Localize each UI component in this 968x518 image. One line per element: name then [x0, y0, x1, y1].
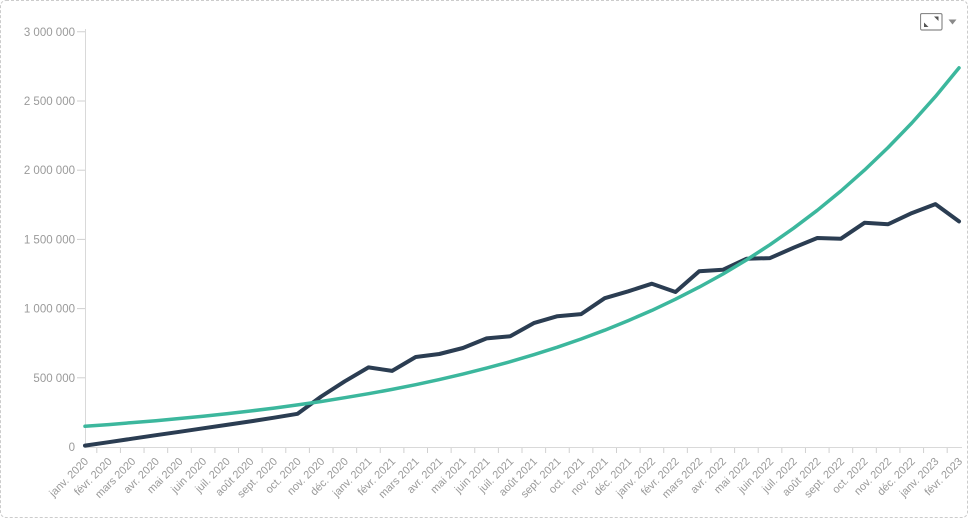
y-axis-label: 2 500 000 — [24, 96, 75, 108]
dark-line-series — [83, 202, 961, 448]
expand-icon — [920, 13, 943, 31]
y-axis-label: 1 500 000 — [24, 234, 75, 246]
dropdown-caret-icon — [948, 19, 957, 25]
y-axis-label: 500 000 — [33, 373, 75, 385]
y-axis-label: 2 000 000 — [24, 165, 75, 177]
y-axis-label: 3 000 000 — [24, 27, 75, 39]
y-axis-label: 0 — [69, 442, 75, 454]
teal-curve-series — [83, 66, 961, 428]
y-axis-label: 1 000 000 — [24, 304, 75, 316]
export-menu-button[interactable] — [918, 11, 959, 33]
